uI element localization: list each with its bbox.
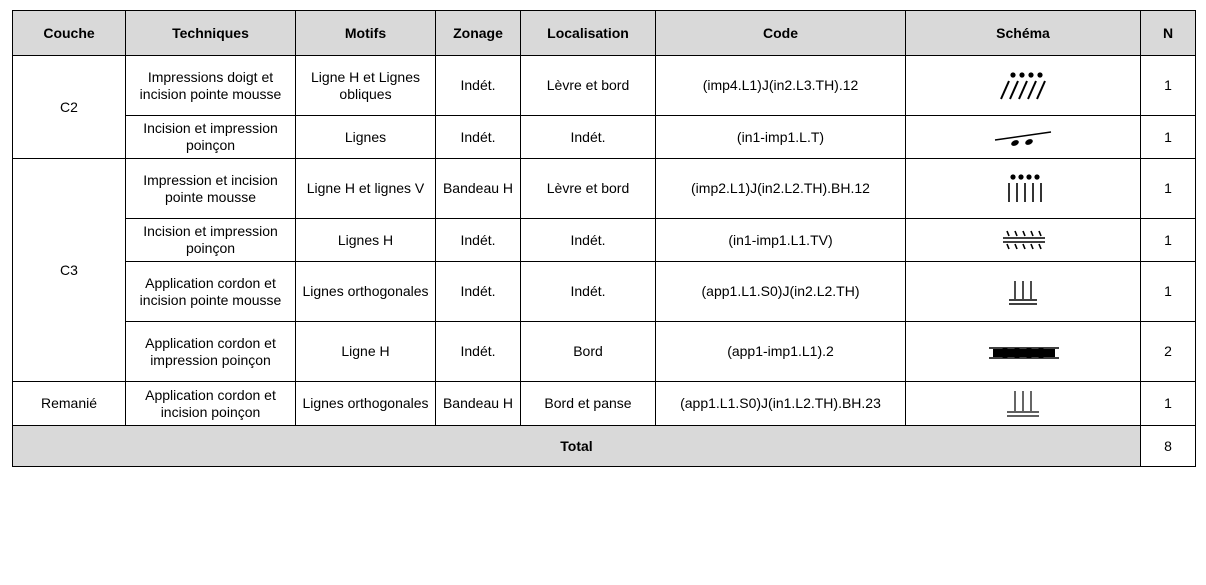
localisation-cell: Bord et panse bbox=[520, 381, 656, 426]
localisation-cell: Indét. bbox=[520, 218, 656, 262]
couche-cell: C2 bbox=[12, 55, 126, 159]
total-row: Total 8 bbox=[12, 425, 1196, 467]
schema-cell bbox=[905, 218, 1141, 262]
code-cell: (imp2.L1)J(in2.L2.TH).BH.12 bbox=[655, 158, 906, 219]
localisation-cell: Lèvre et bord bbox=[520, 55, 656, 116]
localisation-cell: Indét. bbox=[520, 261, 656, 322]
motif-cell: Ligne H et Lignes obliques bbox=[295, 55, 436, 116]
table-body: C2 Impressions doigt et incision pointe m… bbox=[12, 55, 1196, 467]
code-cell: (in1-imp1.L.T) bbox=[655, 115, 906, 159]
n-cell: 2 bbox=[1140, 321, 1196, 382]
zonage-cell: Indét. bbox=[435, 115, 521, 159]
schema-cell bbox=[905, 158, 1141, 219]
schema-cell bbox=[905, 115, 1141, 159]
motif-cell: Lignes bbox=[295, 115, 436, 159]
n-cell: 1 bbox=[1140, 381, 1196, 426]
localisation-cell: Lèvre et bord bbox=[520, 158, 656, 219]
schema-cell bbox=[905, 261, 1141, 322]
schema-icon bbox=[1000, 71, 1046, 99]
couche-cell: C3 bbox=[12, 158, 126, 382]
table-row: Application cordon et incision pointe mo… bbox=[13, 261, 1196, 322]
technique-cell: Impressions doigt et incision pointe mou… bbox=[125, 55, 296, 116]
n-cell: 1 bbox=[1140, 158, 1196, 219]
schema-icon bbox=[1007, 390, 1039, 417]
zonage-cell: Indét. bbox=[435, 55, 521, 116]
technique-cell: Application cordon et impression poinçon bbox=[125, 321, 296, 382]
header-cell: Motifs bbox=[295, 10, 436, 56]
header-cell: Zonage bbox=[435, 10, 521, 56]
table-row: C3 Impression et incision pointe mousse Li… bbox=[12, 158, 1196, 382]
zonage-cell: Indét. bbox=[435, 261, 521, 322]
header-cell: Schéma bbox=[905, 10, 1141, 56]
table-row: Remanié Application cordon et incision po… bbox=[12, 381, 1196, 426]
technique-cell: Incision et impression poinçon bbox=[125, 115, 296, 159]
schema-icon bbox=[1008, 173, 1042, 202]
couche-cell: Remanié bbox=[12, 381, 126, 426]
code-cell: (app1.L1.S0)J(in1.L2.TH).BH.23 bbox=[655, 381, 906, 426]
schema-icon bbox=[994, 131, 1052, 146]
zonage-cell: Indét. bbox=[435, 218, 521, 262]
schema-cell bbox=[905, 321, 1141, 382]
zonage-cell: Bandeau H bbox=[435, 381, 521, 426]
technique-cell: Application cordon et incision pointe mo… bbox=[125, 261, 296, 322]
table-row: Incision et impression poinçon Lignes H In… bbox=[13, 218, 1196, 262]
motif-cell: Ligne H et lignes V bbox=[295, 158, 436, 219]
technique-cell: Impression et incision pointe mousse bbox=[125, 158, 296, 219]
code-cell: (app1-imp1.L1).2 bbox=[655, 321, 906, 382]
n-cell: 1 bbox=[1140, 218, 1196, 262]
motif-cell: Lignes orthogonales bbox=[295, 381, 436, 426]
header-cell: Code bbox=[655, 10, 906, 56]
header-row: Couche Techniques Motifs Zonage Localisation… bbox=[12, 10, 1196, 56]
localisation-cell: Bord bbox=[520, 321, 656, 382]
zonage-cell: Indét. bbox=[435, 321, 521, 382]
schema-icon bbox=[1009, 280, 1037, 305]
header-cell: N bbox=[1140, 10, 1196, 56]
schema-icon bbox=[989, 346, 1059, 359]
code-cell: (in1-imp1.L1.TV) bbox=[655, 218, 906, 262]
localisation-cell: Indét. bbox=[520, 115, 656, 159]
schema-cell bbox=[905, 55, 1141, 116]
code-cell: (app1.L1.S0)J(in2.L2.TH) bbox=[655, 261, 906, 322]
code-cell: (imp4.L1)J(in2.L3.TH).12 bbox=[655, 55, 906, 116]
total-value: 8 bbox=[1140, 425, 1196, 467]
n-cell: 1 bbox=[1140, 115, 1196, 159]
schema-icon bbox=[1003, 230, 1045, 250]
header-cell: Couche bbox=[12, 10, 126, 56]
data-table: Couche Techniques Motifs Zonage Localisation… bbox=[12, 10, 1196, 467]
table-row: Incision et impression poinçon Lignes Indé… bbox=[13, 115, 1196, 159]
header-cell: Techniques bbox=[125, 10, 296, 56]
schema-cell bbox=[905, 381, 1141, 426]
motif-cell: Lignes orthogonales bbox=[295, 261, 436, 322]
technique-cell: Application cordon et incision poinçon bbox=[125, 381, 296, 426]
table-row: Application cordon et impression poinçon… bbox=[13, 321, 1196, 382]
total-label: Total bbox=[12, 425, 1141, 467]
n-cell: 1 bbox=[1140, 55, 1196, 116]
zonage-cell: Bandeau H bbox=[435, 158, 521, 219]
motif-cell: Lignes H bbox=[295, 218, 436, 262]
technique-cell: Incision et impression poinçon bbox=[125, 218, 296, 262]
header-cell: Localisation bbox=[520, 10, 656, 56]
motif-cell: Ligne H bbox=[295, 321, 436, 382]
table-row: C2 Impressions doigt et incision pointe m… bbox=[12, 55, 1196, 159]
n-cell: 1 bbox=[1140, 261, 1196, 322]
